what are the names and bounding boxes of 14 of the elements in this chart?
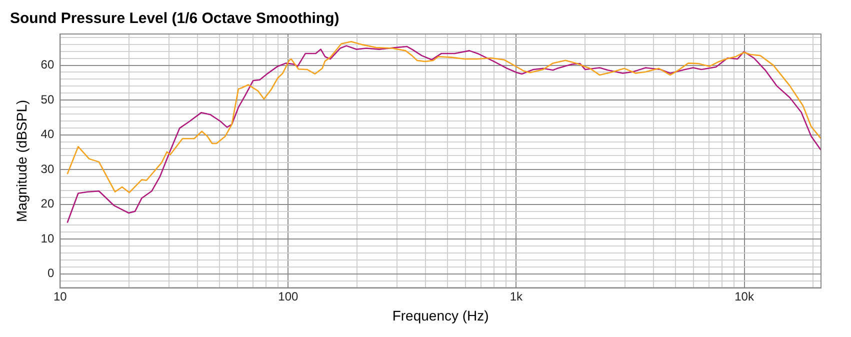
x-tick-label: 100 (278, 289, 299, 304)
y-tick-label: 50 (40, 92, 54, 106)
y-tick-label: 0 (47, 266, 54, 280)
chart-title: Sound Pressure Level (1/6 Octave Smoothing) (10, 10, 340, 28)
y-axis-title: Magnitude (dBSPL) (13, 100, 30, 222)
y-tick-label: 60 (40, 58, 54, 72)
x-tick-label: 1k (510, 289, 524, 304)
y-tick-label: 20 (40, 196, 54, 211)
x-tick-label: 10k (734, 289, 755, 304)
x-axis-title: Frequency (Hz) (392, 307, 489, 324)
x-tick-label: 10 (53, 289, 68, 304)
y-tick-label: 30 (40, 162, 54, 176)
y-tick-label: 10 (40, 231, 54, 246)
y-tick-label: 40 (40, 127, 54, 142)
